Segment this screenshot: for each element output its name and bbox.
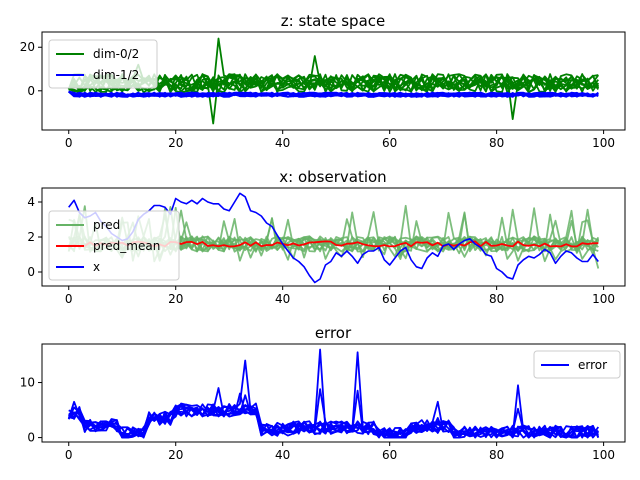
y-tick-label: 4	[27, 195, 35, 209]
error-lines	[67, 348, 600, 439]
x-tick-label: 40	[275, 292, 290, 306]
x-tick-label: 80	[489, 136, 504, 150]
observation-panel: x: observation 0 20 40 60 80 100 0 2 4 pred pred_…	[27, 168, 626, 306]
legend-box	[48, 210, 180, 281]
error-axes: 0 20 40 60 80 100 0 10	[20, 343, 626, 462]
y-tick-label: 0	[27, 84, 35, 98]
x-tick-label: 0	[65, 292, 73, 306]
x-tick-label: 0	[65, 136, 73, 150]
state-space-axes: 0 20 40 60 80 100 0 20	[20, 31, 626, 150]
error-legend: error	[533, 350, 621, 379]
axes-frame	[41, 31, 626, 131]
state-space-legend: dim-0/2 dim-1/2	[48, 39, 158, 89]
x-tick-label: 100	[592, 136, 615, 150]
x-tick-label: 40	[275, 136, 290, 150]
state-space-title: z: state space	[281, 12, 385, 30]
x-tick-label: 100	[592, 448, 615, 462]
legend-label: error	[578, 358, 607, 372]
legend-box	[533, 350, 621, 379]
dim-0-line	[67, 73, 599, 93]
x-tick-label: 80	[489, 448, 504, 462]
x-tick-label: 20	[168, 448, 183, 462]
x-tick-label: 0	[65, 448, 73, 462]
x-tick-label: 40	[275, 448, 290, 462]
x-tick-label: 80	[489, 292, 504, 306]
y-tick-label: 0	[27, 431, 35, 445]
legend-label: pred_mean	[93, 239, 160, 253]
error-title: error	[315, 324, 352, 342]
x-tick-label: 20	[168, 292, 183, 306]
legend-label: x	[93, 260, 100, 274]
x-tick-label: 60	[382, 292, 397, 306]
axes-frame	[41, 343, 626, 443]
legend-label: dim-1/2	[93, 68, 139, 82]
observation-axes: 0 20 40 60 80 100 0 2 4	[27, 187, 626, 306]
y-tick-label: 0	[27, 265, 35, 279]
x-tick-label: 60	[382, 448, 397, 462]
dim-1-line	[68, 90, 599, 98]
y-tick-label: 2	[27, 230, 35, 244]
x-tick-label: 60	[382, 136, 397, 150]
error-line	[67, 403, 600, 439]
x-tick-label: 20	[168, 136, 183, 150]
y-tick-label: 20	[20, 40, 35, 54]
legend-label: pred	[93, 218, 120, 232]
x-line	[68, 192, 599, 284]
error-panel: error 0 20 40 60 80 100 0 10 error	[20, 324, 626, 462]
legend-label: dim-0/2	[93, 47, 139, 61]
y-tick-label: 10	[20, 376, 35, 390]
x-tick-label: 100	[592, 292, 615, 306]
observation-title: x: observation	[279, 168, 386, 186]
